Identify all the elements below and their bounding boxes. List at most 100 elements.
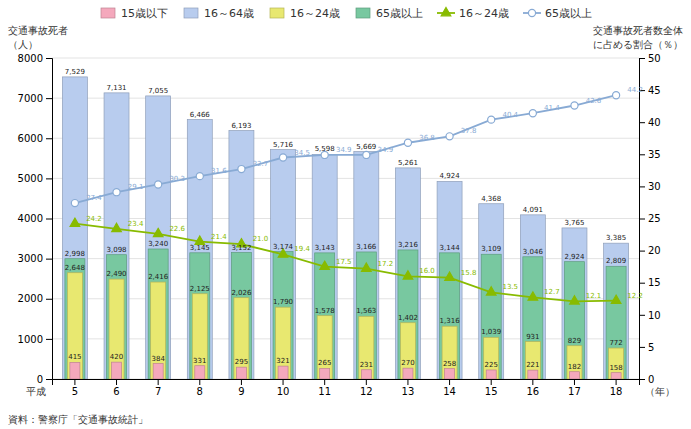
legend-label: 16～24歳 xyxy=(290,7,340,20)
data-label: 17.5 xyxy=(336,258,352,266)
data-label: 15.8 xyxy=(461,269,477,277)
grid xyxy=(52,58,639,379)
legend-label: 65歳以上 xyxy=(545,7,592,20)
tick: 30 xyxy=(639,181,661,192)
tick: 16 xyxy=(526,379,539,397)
y-axis-title: 交通事故死者 xyxy=(8,25,68,36)
data-label: 12.2 xyxy=(627,292,643,300)
tick-label: 45 xyxy=(648,85,661,96)
bar xyxy=(278,366,288,379)
bar xyxy=(112,362,122,379)
bar xyxy=(403,368,413,379)
tick-label: 20 xyxy=(648,245,661,256)
data-label: 321 xyxy=(276,357,289,365)
data-label: 415 xyxy=(68,353,81,361)
tick-mark xyxy=(639,186,645,187)
tick-label: 25 xyxy=(648,213,661,224)
line xyxy=(75,224,616,302)
bar xyxy=(109,279,124,379)
data-label: 231 xyxy=(360,361,373,369)
tick: 8 xyxy=(197,379,203,397)
tick-mark xyxy=(324,379,325,385)
data-label: 3,143 xyxy=(315,244,335,252)
data-label: 42.6 xyxy=(586,97,602,105)
bar xyxy=(190,253,210,379)
bar xyxy=(569,372,579,379)
data-label: 17.2 xyxy=(378,260,394,268)
tick-mark xyxy=(46,259,52,260)
data-label: 270 xyxy=(401,359,414,367)
tick: 5000 xyxy=(18,173,52,184)
tick: 10 xyxy=(639,310,661,321)
data-label: 22.6 xyxy=(169,225,185,233)
tick: 14 xyxy=(443,379,456,397)
legend-swatch xyxy=(356,8,370,18)
tick-label: 3000 xyxy=(18,253,43,264)
legend-item: 65歳以上 xyxy=(356,7,423,20)
bar xyxy=(276,307,291,379)
legend-label: 65歳以上 xyxy=(376,7,423,20)
tick: 0 xyxy=(37,374,52,385)
bar xyxy=(231,253,251,379)
data-label: 2,490 xyxy=(107,270,127,278)
bar xyxy=(562,228,587,379)
bar xyxy=(528,370,538,379)
data-label: 4,924 xyxy=(440,172,461,180)
marker xyxy=(320,261,330,269)
data-label: 37.8 xyxy=(461,127,477,135)
bar xyxy=(354,152,379,379)
tick: 2000 xyxy=(18,293,52,304)
bar xyxy=(62,77,87,379)
bar xyxy=(564,262,584,379)
marker xyxy=(196,173,203,180)
data-label: 5,669 xyxy=(356,143,376,151)
data-label: 931 xyxy=(526,333,539,341)
data-label: 1,563 xyxy=(356,307,376,315)
bar xyxy=(440,253,460,379)
data-label: 3,216 xyxy=(398,241,419,249)
tick-mark xyxy=(46,58,52,59)
data-label: 36.8 xyxy=(419,134,435,142)
tick: 13 xyxy=(402,379,415,397)
bar xyxy=(481,254,501,379)
data-label: 2,416 xyxy=(148,273,169,281)
data-label: 3,145 xyxy=(190,244,210,252)
tick-label: 7 xyxy=(155,386,161,397)
data-label: 19.4 xyxy=(294,245,310,253)
bar xyxy=(146,96,171,379)
tick-label: 10 xyxy=(648,310,661,321)
axis-line xyxy=(46,59,53,380)
bar xyxy=(192,294,207,379)
bar xyxy=(148,249,168,379)
tick: 20 xyxy=(639,245,661,256)
marks xyxy=(62,77,628,379)
tick-mark xyxy=(283,379,284,385)
data-label: 31.6 xyxy=(211,167,227,175)
data-label: 40.4 xyxy=(502,111,518,119)
data-label: 3,046 xyxy=(523,248,544,256)
data-label: 7,131 xyxy=(107,84,127,92)
bar xyxy=(70,362,80,379)
bar xyxy=(271,150,296,379)
tick-label: 18 xyxy=(610,386,623,397)
bar xyxy=(395,168,420,379)
bar xyxy=(234,298,249,379)
data-label: 3,174 xyxy=(273,243,294,251)
data-label: 34.9 xyxy=(378,146,394,154)
data-label: 2,998 xyxy=(65,250,85,258)
tick: 9 xyxy=(238,379,244,397)
bar xyxy=(236,367,246,379)
bar xyxy=(104,93,129,379)
bar xyxy=(486,370,496,379)
tick-mark xyxy=(46,219,52,220)
data-label: 265 xyxy=(318,359,331,367)
tick-label: 7000 xyxy=(18,93,43,104)
legend-swatch xyxy=(101,8,115,18)
bar xyxy=(606,266,626,379)
legend-item: 65歳以上 xyxy=(523,7,592,20)
tick-mark xyxy=(639,154,645,155)
data-label: 4,368 xyxy=(481,195,501,203)
legend-item: 16～64歳 xyxy=(184,7,254,20)
tick-mark xyxy=(449,379,450,385)
marker xyxy=(529,110,536,117)
